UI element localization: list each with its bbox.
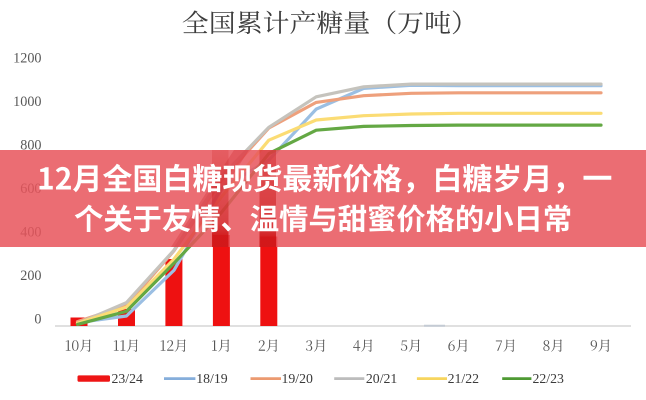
svg-text:800: 800 — [20, 137, 41, 153]
svg-text:21/22: 21/22 — [448, 371, 480, 386]
svg-text:18/19: 18/19 — [196, 371, 228, 386]
svg-text:200: 200 — [20, 268, 41, 284]
svg-text:0: 0 — [34, 311, 41, 327]
svg-text:23/24: 23/24 — [112, 371, 144, 386]
svg-text:1000: 1000 — [13, 94, 41, 110]
svg-text:20/21: 20/21 — [366, 371, 398, 386]
svg-text:1200: 1200 — [13, 50, 41, 66]
svg-text:22/23: 22/23 — [533, 371, 565, 386]
svg-text:19/20: 19/20 — [282, 371, 314, 386]
